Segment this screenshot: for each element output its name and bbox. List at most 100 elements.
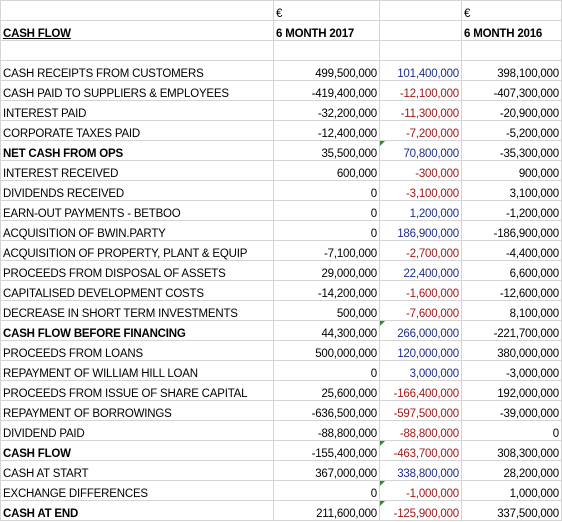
difference-cell[interactable]: -463,700,000 [379,440,462,461]
row-label[interactable]: CASH PAID TO SUPPLIERS & EMPLOYEES [0,80,274,101]
row-label[interactable]: EARN-OUT PAYMENTS - BETBOO [0,200,274,221]
sheet-title[interactable]: CASH FLOW [0,20,274,41]
row-label[interactable]: EXCHANGE DIFFERENCES [0,480,274,501]
difference-cell[interactable]: -7,600,000 [379,300,462,321]
difference-cell[interactable]: -3,100,000 [379,180,462,201]
row-label[interactable]: CASH AT END [0,500,274,521]
difference-cell[interactable]: 1,200,000 [379,200,462,221]
value-2016-cell[interactable]: 380,000,000 [461,340,562,361]
row-label[interactable]: DECREASE IN SHORT TERM INVESTMENTS [0,300,274,321]
value-2016-cell[interactable]: -221,700,000 [461,320,562,341]
row-label[interactable]: DIVIDENDS RECEIVED [0,180,274,201]
row-label[interactable]: DIVIDEND PAID [0,420,274,441]
cell-empty[interactable] [379,0,462,21]
difference-cell[interactable]: -88,800,000 [379,420,462,441]
difference-cell[interactable]: -597,500,000 [379,400,462,421]
value-2016-cell[interactable]: -35,300,000 [461,140,562,161]
value-2017-cell[interactable]: 35,500,000 [273,140,380,161]
currency-2016[interactable]: € [461,0,562,21]
cell-empty[interactable] [461,40,562,61]
value-2017-cell[interactable]: 500,000,000 [273,340,380,361]
difference-cell[interactable]: 101,400,000 [379,60,462,81]
difference-cell[interactable]: -1,000,000 [379,480,462,501]
row-label[interactable]: REPAYMENT OF BORROWINGS [0,400,274,421]
value-2016-cell[interactable]: 28,200,000 [461,460,562,481]
value-2016-cell[interactable]: 3,100,000 [461,180,562,201]
difference-cell[interactable]: -166,400,000 [379,380,462,401]
row-label[interactable]: ACQUISITION OF BWIN.PARTY [0,220,274,241]
cell-empty[interactable] [379,40,462,61]
period-2016-header[interactable]: 6 MONTH 2016 [461,20,562,41]
difference-cell[interactable]: -12,100,000 [379,80,462,101]
row-label[interactable]: CASH AT START [0,460,274,481]
row-label[interactable]: INTEREST RECEIVED [0,160,274,181]
difference-cell[interactable]: 338,800,000 [379,460,462,481]
difference-cell[interactable]: -7,200,000 [379,120,462,141]
difference-cell[interactable]: -125,900,000 [379,500,462,521]
row-label[interactable]: INTEREST PAID [0,100,274,121]
value-2016-cell[interactable]: -407,300,000 [461,80,562,101]
row-label[interactable]: PROCEEDS FROM ISSUE OF SHARE CAPITAL [0,380,274,401]
value-2017-cell[interactable]: 600,000 [273,160,380,181]
value-2016-cell[interactable]: -3,000,000 [461,360,562,381]
value-2017-cell[interactable]: 0 [273,480,380,501]
value-2017-cell[interactable]: 44,300,000 [273,320,380,341]
difference-cell[interactable]: -11,300,000 [379,100,462,121]
row-label[interactable]: CORPORATE TAXES PAID [0,120,274,141]
value-2017-cell[interactable]: 500,000 [273,300,380,321]
value-2017-cell[interactable]: 29,000,000 [273,260,380,281]
cell-empty[interactable] [0,40,274,61]
value-2016-cell[interactable]: 398,100,000 [461,60,562,81]
value-2016-cell[interactable]: -20,900,000 [461,100,562,121]
value-2016-cell[interactable]: 0 [461,420,562,441]
value-2016-cell[interactable]: -186,900,000 [461,220,562,241]
value-2016-cell[interactable]: 337,500,000 [461,500,562,521]
value-2017-cell[interactable]: -419,400,000 [273,80,380,101]
value-2016-cell[interactable]: 8,100,000 [461,300,562,321]
difference-cell[interactable]: 3,000,000 [379,360,462,381]
value-2016-cell[interactable]: 900,000 [461,160,562,181]
value-2017-cell[interactable]: 25,600,000 [273,380,380,401]
value-2016-cell[interactable]: -1,200,000 [461,200,562,221]
row-label[interactable]: ACQUISITION OF PROPERTY, PLANT & EQUIP [0,240,274,261]
value-2017-cell[interactable]: -14,200,000 [273,280,380,301]
value-2016-cell[interactable]: -4,400,000 [461,240,562,261]
cell-empty[interactable] [379,20,462,41]
value-2016-cell[interactable]: -39,000,000 [461,400,562,421]
value-2017-cell[interactable]: -88,800,000 [273,420,380,441]
value-2017-cell[interactable]: 0 [273,360,380,381]
value-2016-cell[interactable]: 6,600,000 [461,260,562,281]
difference-cell[interactable]: 70,800,000 [379,140,462,161]
value-2017-cell[interactable]: 367,000,000 [273,460,380,481]
difference-cell[interactable]: 22,400,000 [379,260,462,281]
value-2017-cell[interactable]: 0 [273,200,380,221]
row-label[interactable]: CASH FLOW [0,440,274,461]
difference-cell[interactable]: -1,600,000 [379,280,462,301]
difference-cell[interactable]: 186,900,000 [379,220,462,241]
value-2017-cell[interactable]: 0 [273,180,380,201]
difference-cell[interactable]: 120,000,000 [379,340,462,361]
cell-empty[interactable] [0,0,274,21]
value-2017-cell[interactable]: 211,600,000 [273,500,380,521]
value-2017-cell[interactable]: 0 [273,220,380,241]
value-2016-cell[interactable]: -12,600,000 [461,280,562,301]
difference-cell[interactable]: 266,000,000 [379,320,462,341]
period-2017-header[interactable]: 6 MONTH 2017 [273,20,380,41]
value-2016-cell[interactable]: -5,200,000 [461,120,562,141]
value-2016-cell[interactable]: 308,300,000 [461,440,562,461]
value-2017-cell[interactable]: -12,400,000 [273,120,380,141]
row-label[interactable]: CAPITALISED DEVELOPMENT COSTS [0,280,274,301]
row-label[interactable]: PROCEEDS FROM DISPOSAL OF ASSETS [0,260,274,281]
difference-cell[interactable]: -2,700,000 [379,240,462,261]
value-2017-cell[interactable]: -7,100,000 [273,240,380,261]
currency-2017[interactable]: € [273,0,380,21]
value-2016-cell[interactable]: 1,000,000 [461,480,562,501]
row-label[interactable]: REPAYMENT OF WILLIAM HILL LOAN [0,360,274,381]
value-2016-cell[interactable]: 192,000,000 [461,380,562,401]
value-2017-cell[interactable]: 499,500,000 [273,60,380,81]
row-label[interactable]: CASH RECEIPTS FROM CUSTOMERS [0,60,274,81]
row-label[interactable]: PROCEEDS FROM LOANS [0,340,274,361]
row-label[interactable]: CASH FLOW BEFORE FINANCING [0,320,274,341]
value-2017-cell[interactable]: -155,400,000 [273,440,380,461]
value-2017-cell[interactable]: -32,200,000 [273,100,380,121]
